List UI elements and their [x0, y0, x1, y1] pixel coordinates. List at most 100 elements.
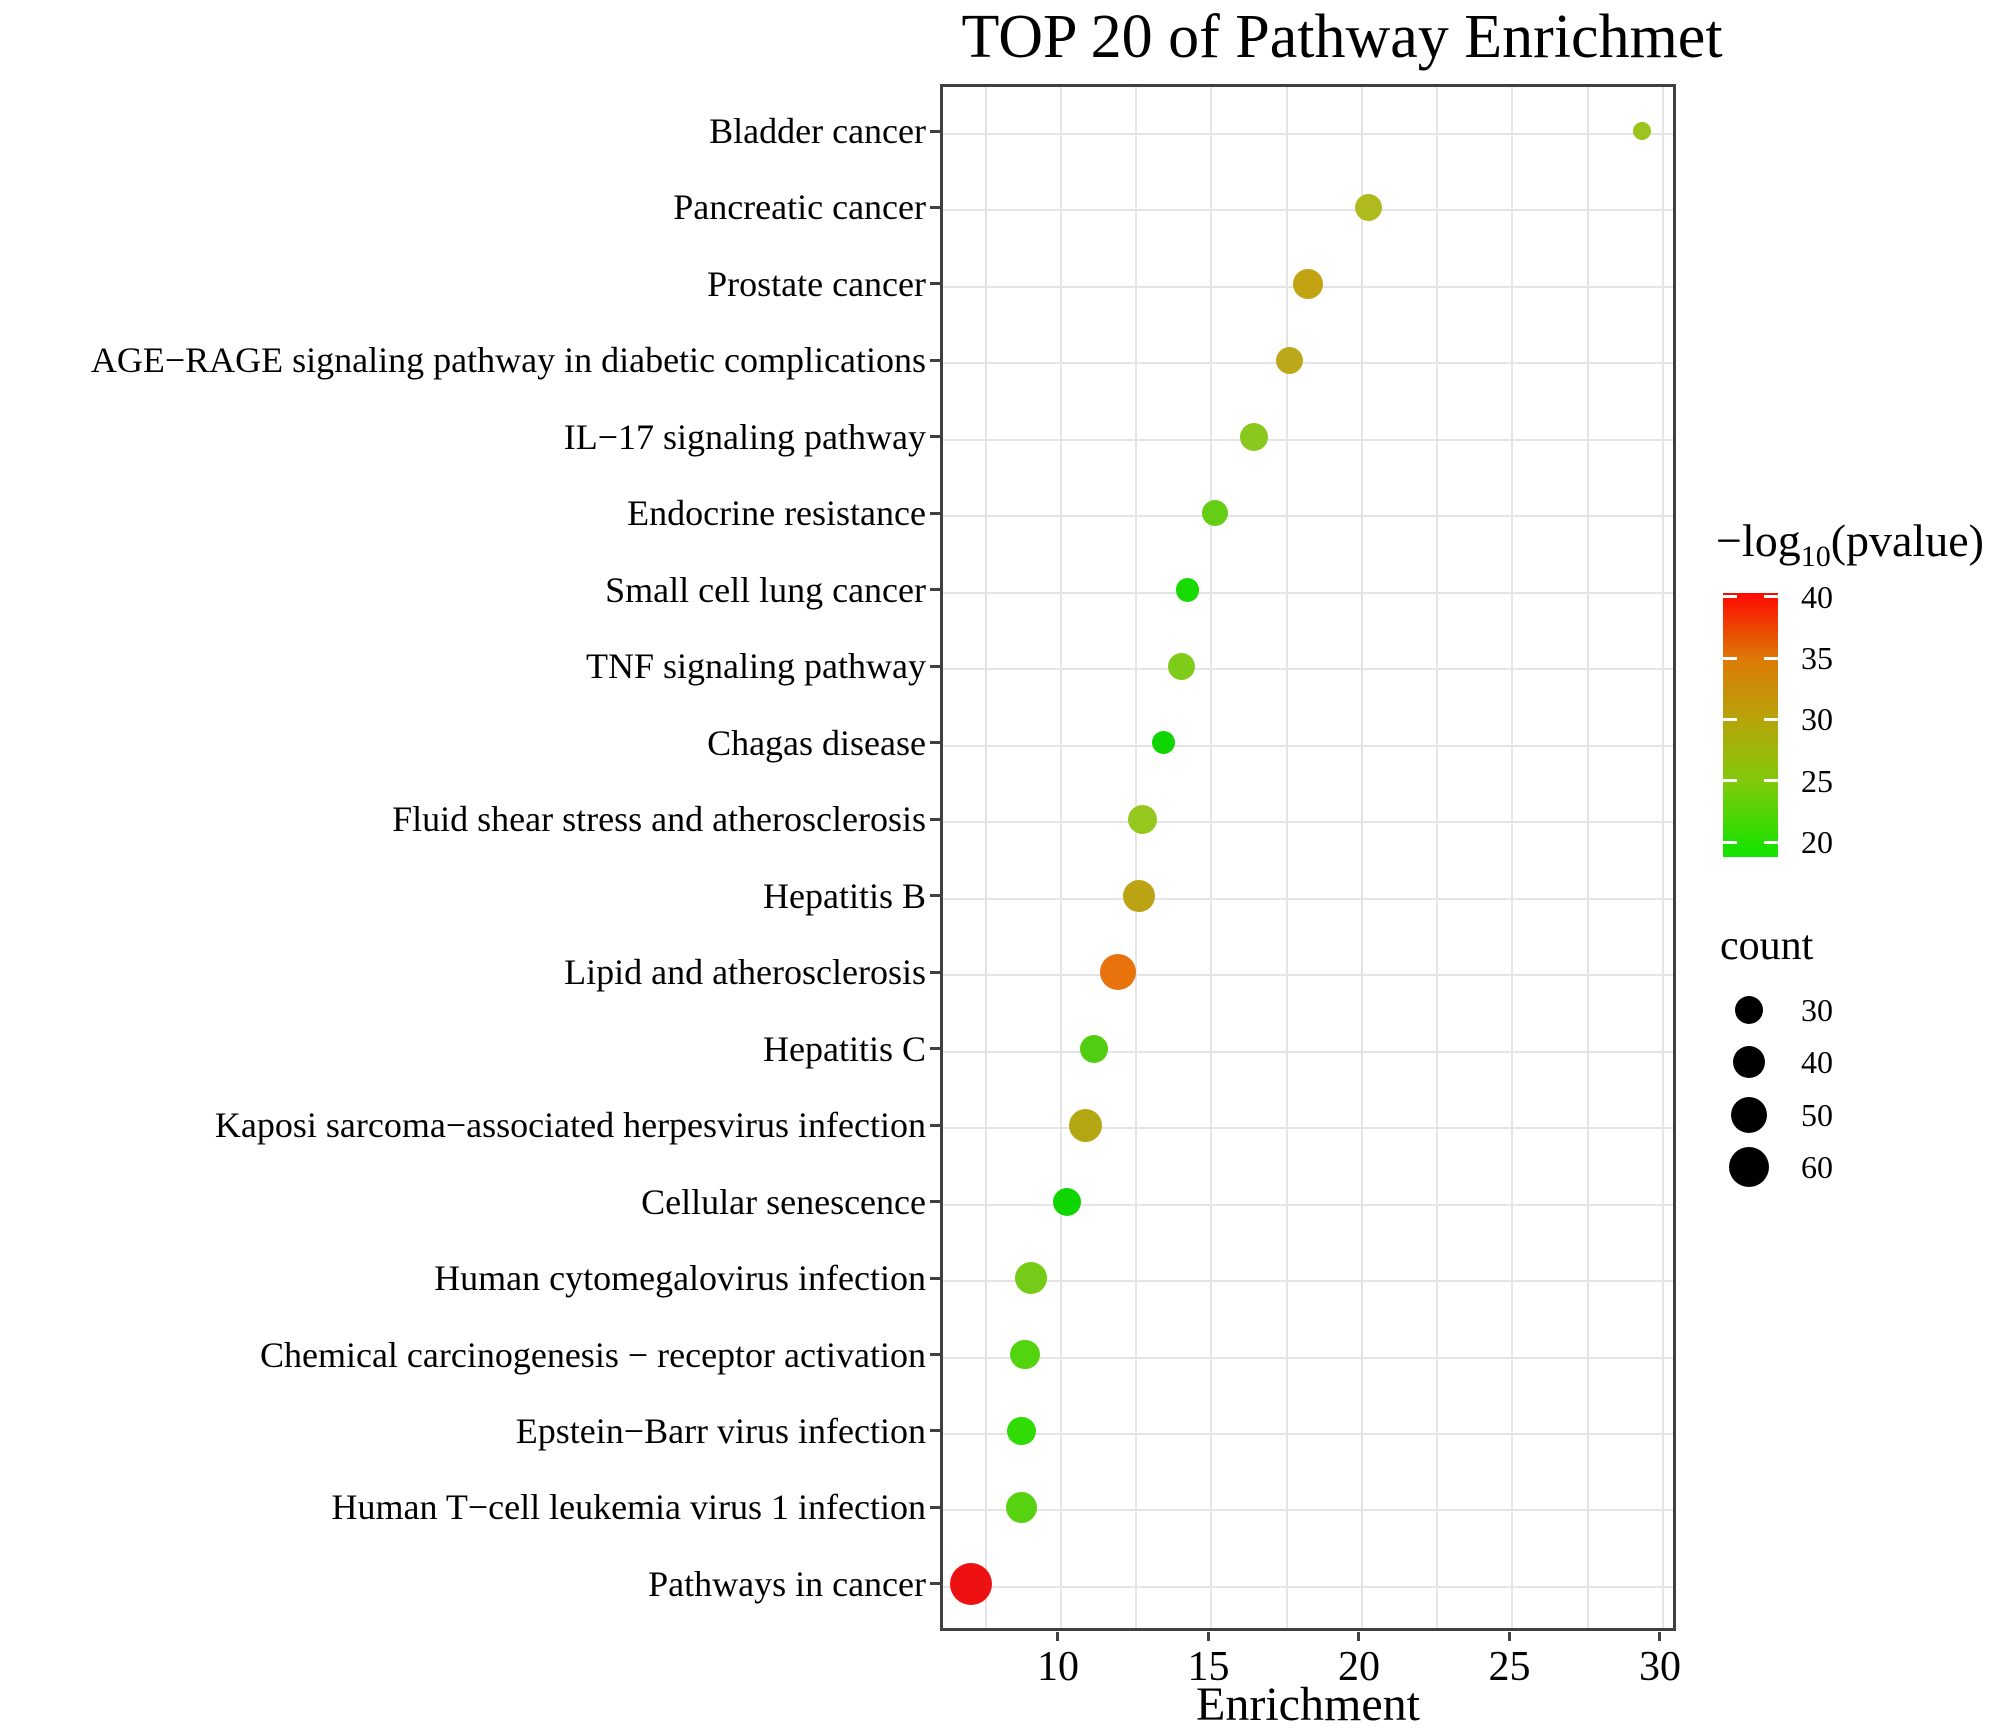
x-axis-title: Enrichment — [1196, 1678, 1420, 1731]
gridline-vertical — [1661, 87, 1664, 1628]
count-legend-label: 60 — [1801, 1149, 1833, 1185]
y-axis-label: Endocrine resistance — [627, 493, 926, 534]
gridline-horizontal — [943, 1356, 1673, 1359]
y-axis-tick — [930, 1200, 940, 1204]
plot-panel — [940, 84, 1676, 1631]
gridline-vertical — [1436, 87, 1439, 1628]
data-point — [1123, 879, 1156, 912]
x-axis-tick-label: 25 — [1488, 1644, 1531, 1690]
colorbar-tick-label: 30 — [1801, 701, 1833, 738]
x-axis-tick-label: 30 — [1638, 1644, 1681, 1690]
colorbar-tick — [1764, 595, 1778, 599]
y-axis-label: Epstein−Barr virus infection — [515, 1410, 926, 1451]
colorbar-tick — [1764, 840, 1778, 844]
gridline-horizontal — [943, 1509, 1673, 1512]
y-axis-label: AGE−RAGE signaling pathway in diabetic c… — [90, 340, 926, 381]
y-axis-tick — [930, 282, 940, 286]
y-axis-tick — [930, 1582, 940, 1586]
count-legend-circle — [1730, 1096, 1768, 1134]
x-axis-tick — [1357, 1632, 1361, 1641]
gridline-horizontal — [943, 1127, 1673, 1130]
data-point — [1201, 500, 1228, 527]
y-axis-tick — [930, 817, 940, 821]
gridline-horizontal — [943, 515, 1673, 518]
pvalue-legend-title-sub: 10 — [1800, 540, 1831, 574]
gridline-horizontal — [943, 897, 1673, 900]
y-axis-label: Pathways in cancer — [648, 1563, 926, 1604]
y-axis-tick — [930, 1276, 940, 1280]
y-axis-tick — [930, 1353, 940, 1357]
gridline-vertical — [1285, 87, 1288, 1628]
y-axis-label: Human cytomegalovirus infection — [434, 1258, 926, 1299]
y-axis-tick — [930, 511, 940, 515]
data-point — [1100, 954, 1137, 991]
y-axis-label: TNF signaling pathway — [586, 646, 926, 687]
x-axis-tick — [1507, 1632, 1511, 1641]
y-axis-tick — [930, 205, 940, 209]
count-legend-label: 50 — [1801, 1097, 1833, 1133]
x-axis-tick-label: 10 — [1036, 1644, 1079, 1690]
y-axis-label: Hepatitis C — [763, 1028, 926, 1069]
data-point — [1006, 1491, 1038, 1524]
y-axis-tick — [930, 588, 940, 592]
gridline-horizontal — [943, 591, 1673, 594]
data-point — [1053, 1187, 1082, 1216]
count-legend-circle — [1732, 1045, 1766, 1079]
y-axis-label: Bladder cancer — [709, 111, 926, 151]
gridline-vertical — [1360, 87, 1363, 1628]
colorbar-tick — [1764, 717, 1778, 721]
gridline-vertical — [1210, 87, 1213, 1628]
data-point — [1167, 652, 1195, 680]
count-legend-label: 40 — [1801, 1044, 1833, 1080]
y-axis-label: Hepatitis B — [763, 875, 926, 916]
y-axis-tick — [930, 1505, 940, 1509]
colorbar-tick-label: 25 — [1801, 762, 1833, 799]
gridline-horizontal — [943, 1280, 1673, 1283]
colorbar-tick-label: 20 — [1801, 824, 1833, 861]
data-point — [1354, 193, 1382, 221]
data-point — [1014, 1262, 1047, 1295]
pvalue-colorbar — [1723, 593, 1778, 857]
pvalue-legend-title-suffix: (pvalue) — [1830, 515, 1984, 566]
gridline-horizontal — [943, 1432, 1673, 1435]
data-point — [1068, 1108, 1102, 1142]
data-point — [1292, 269, 1323, 299]
x-axis-tick — [1056, 1632, 1060, 1641]
y-axis-tick — [930, 970, 940, 974]
y-axis-label: Human T−cell leukemia virus 1 infection — [331, 1487, 926, 1528]
y-axis-label: IL−17 signaling pathway — [563, 416, 926, 457]
gridline-horizontal — [943, 744, 1673, 747]
colorbar-tick — [1723, 840, 1737, 844]
y-axis-label: Lipid and atherosclerosis — [564, 952, 926, 993]
y-axis-tick — [930, 741, 940, 745]
y-axis-label: Pancreatic cancer — [673, 187, 926, 228]
gridline-vertical — [1511, 87, 1514, 1628]
y-axis-label: Fluid shear stress and atherosclerosis — [392, 799, 926, 840]
pvalue-legend-title-prefix: −log — [1716, 515, 1801, 566]
gridline-vertical — [1059, 87, 1062, 1628]
gridline-horizontal — [943, 209, 1673, 212]
y-axis-tick — [930, 1123, 940, 1127]
x-axis-tick-label: 15 — [1187, 1644, 1230, 1690]
x-axis-tick-label: 20 — [1337, 1644, 1380, 1690]
colorbar-tick — [1723, 656, 1737, 660]
chart-title: TOP 20 of Pathway Enrichmet — [961, 3, 1723, 71]
gridline-horizontal — [943, 974, 1673, 977]
y-axis-label: Cellular senescence — [641, 1181, 926, 1222]
data-point — [949, 1562, 992, 1605]
gridline-horizontal — [943, 438, 1673, 441]
y-axis-label: Chemical carcinogenesis − receptor activ… — [259, 1334, 926, 1375]
y-axis-tick — [930, 358, 940, 362]
data-point — [1175, 577, 1200, 602]
pvalue-legend-title: −log10(pvalue) — [1716, 514, 1984, 584]
gridline-vertical — [1586, 87, 1589, 1628]
y-axis-label: Small cell lung cancer — [605, 569, 926, 610]
colorbar-tick — [1723, 595, 1737, 599]
gridline-horizontal — [943, 821, 1673, 824]
gridline-horizontal — [943, 668, 1673, 671]
colorbar-tick — [1764, 779, 1778, 783]
data-point — [1632, 121, 1651, 140]
data-point — [1007, 1416, 1037, 1446]
count-legend-circle — [1728, 1146, 1770, 1188]
gridline-vertical — [1135, 87, 1138, 1628]
